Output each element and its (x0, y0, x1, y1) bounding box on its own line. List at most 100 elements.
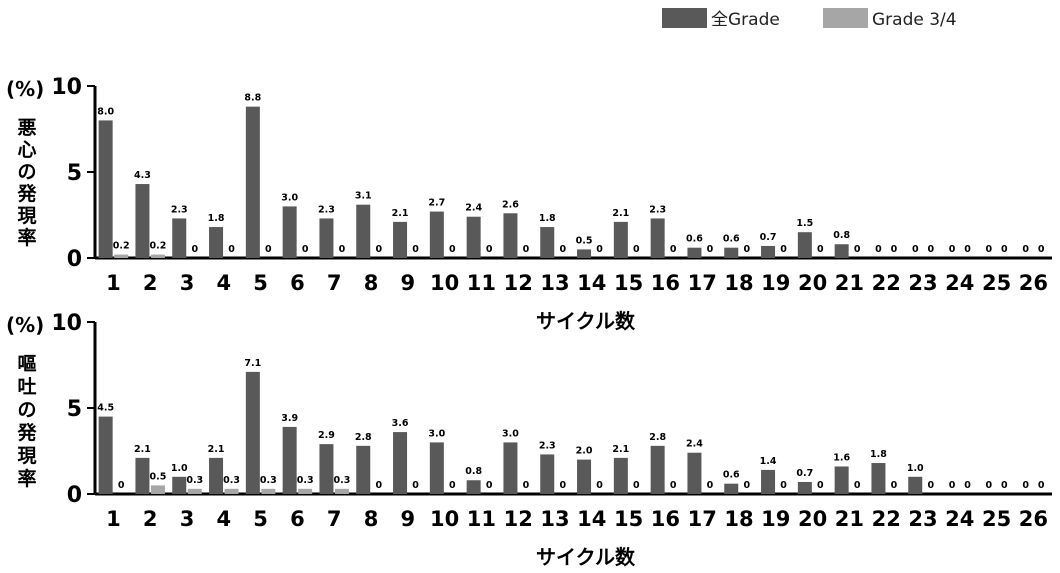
data-label-grade-3-4: 0 (670, 480, 677, 491)
data-label-grade-3-4: 0 (1001, 480, 1008, 491)
data-label-grade-3-4: 0 (596, 480, 603, 491)
data-label-grade-3-4: 0 (596, 244, 603, 255)
x-tick-label: 13 (540, 507, 569, 531)
data-label-all-grade: 2.6 (502, 199, 519, 210)
data-label-grade-3-4: 0 (854, 480, 861, 491)
x-tick-label: 26 (1019, 507, 1048, 531)
data-label-grade-3-4: 0 (780, 480, 787, 491)
bar-all-grade (356, 204, 371, 258)
x-axis-title: サイクル数 (536, 545, 636, 569)
bar-all-grade (761, 245, 776, 258)
data-label-all-grade: 1.5 (796, 218, 813, 229)
y-axis-title-char: 発 (16, 421, 37, 444)
data-label-all-grade: 0.6 (686, 234, 703, 245)
bar-all-grade (466, 216, 481, 258)
bar-all-grade (503, 442, 518, 494)
bar-all-grade (393, 432, 408, 494)
data-label-grade-3-4: 0.3 (223, 475, 240, 486)
x-tick-label: 14 (577, 271, 606, 295)
data-label-grade-3-4: 0 (449, 480, 456, 491)
x-tick-label: 5 (253, 507, 268, 531)
bar-all-grade (797, 481, 812, 494)
bar-grade-3-4 (261, 488, 276, 494)
bar-all-grade (98, 416, 113, 494)
bar-all-grade (245, 371, 260, 494)
x-tick-label: 12 (504, 507, 533, 531)
y-axis-title-char: の (17, 161, 36, 183)
data-label-grade-3-4: 0 (707, 480, 714, 491)
data-label-all-grade: 0 (875, 244, 882, 255)
data-label-grade-3-4: 0 (191, 244, 198, 255)
data-label-grade-3-4: 0 (486, 244, 493, 255)
data-label-all-grade: 1.8 (208, 213, 225, 224)
data-label-grade-3-4: 0 (633, 480, 640, 491)
data-label-all-grade: 2.3 (649, 204, 666, 215)
x-tick-label: 1 (106, 271, 121, 295)
bar-all-grade (577, 459, 592, 494)
bar-all-grade (650, 218, 665, 258)
y-unit-label: (%) (6, 77, 44, 101)
bar-all-grade (319, 218, 334, 258)
bar-grade-3-4 (187, 488, 202, 494)
data-label-grade-3-4: 0.2 (113, 241, 130, 252)
x-tick-label: 22 (872, 507, 901, 531)
y-axis-title-char: の (17, 399, 36, 421)
data-label-grade-3-4: 0 (449, 244, 456, 255)
x-tick-label: 8 (364, 271, 379, 295)
x-tick-label: 25 (982, 507, 1011, 531)
data-label-grade-3-4: 0 (780, 244, 787, 255)
x-tick-label: 8 (364, 507, 379, 531)
x-tick-label: 11 (467, 507, 496, 531)
data-label-all-grade: 3.9 (281, 413, 298, 424)
data-label-grade-3-4: 0 (559, 480, 566, 491)
data-label-grade-3-4: 0 (523, 244, 530, 255)
y-axis-title-char: 吐 (17, 376, 36, 398)
bar-all-grade (429, 211, 444, 258)
y-tick-label: 10 (51, 75, 82, 100)
data-label-all-grade: 1.0 (171, 463, 188, 474)
bar-grade-3-4 (224, 488, 239, 494)
x-tick-label: 13 (540, 271, 569, 295)
bar-all-grade (871, 463, 886, 494)
x-tick-label: 2 (143, 271, 158, 295)
y-axis-title-char: 発 (16, 182, 37, 205)
bar-grade-3-4 (150, 485, 165, 494)
data-label-all-grade: 0 (986, 480, 993, 491)
data-label-grade-3-4: 0 (412, 480, 419, 491)
x-tick-label: 25 (982, 271, 1011, 295)
data-label-grade-3-4: 0 (339, 244, 346, 255)
bar-all-grade (429, 442, 444, 494)
y-axis-title-char: 心 (17, 139, 36, 161)
x-tick-label: 10 (430, 271, 459, 295)
bar-all-grade (908, 476, 923, 494)
data-label-grade-3-4: 0 (1038, 244, 1045, 255)
data-label-grade-3-4: 0.3 (186, 475, 203, 486)
data-label-all-grade: 3.1 (355, 191, 372, 202)
y-axis-title-char: 現 (17, 445, 36, 467)
x-tick-label: 3 (180, 271, 195, 295)
bar-all-grade (834, 244, 849, 258)
data-label-all-grade: 0.6 (723, 470, 740, 481)
bar-all-grade (577, 249, 592, 258)
data-label-grade-3-4: 0 (817, 480, 824, 491)
data-label-grade-3-4: 0 (927, 480, 934, 491)
x-tick-label: 6 (290, 507, 305, 531)
data-label-all-grade: 3.6 (392, 418, 409, 429)
data-label-grade-3-4: 0 (559, 244, 566, 255)
bar-all-grade (282, 426, 297, 494)
data-label-all-grade: 2.1 (208, 444, 225, 455)
bar-all-grade (687, 452, 702, 494)
x-tick-label: 16 (651, 507, 680, 531)
data-label-all-grade: 2.9 (318, 430, 335, 441)
x-tick-label: 17 (688, 271, 717, 295)
data-label-grade-3-4: 0 (302, 244, 309, 255)
x-tick-label: 26 (1019, 271, 1048, 295)
data-label-grade-3-4: 0 (118, 480, 125, 491)
bar-all-grade (724, 247, 739, 258)
y-tick-label: 10 (51, 311, 82, 336)
data-label-all-grade: 3.0 (281, 192, 298, 203)
x-tick-label: 1 (106, 507, 121, 531)
bar-all-grade (172, 476, 187, 494)
x-tick-label: 18 (724, 507, 753, 531)
